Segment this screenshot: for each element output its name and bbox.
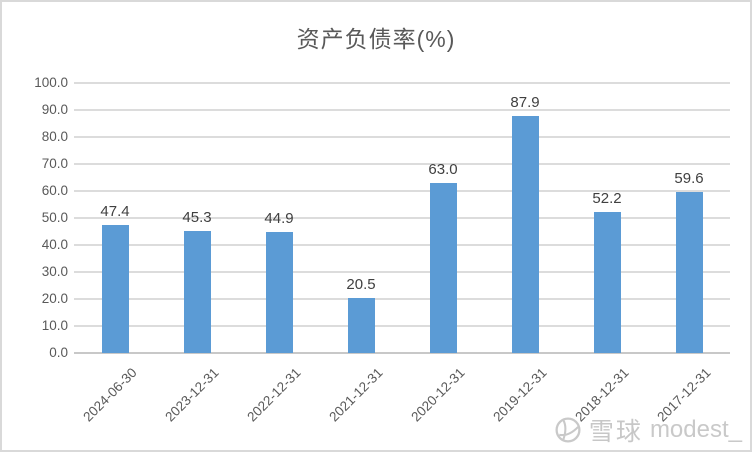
y-axis-tick-label: 20.0 <box>41 291 68 306</box>
chart-title: 资产负债率(%) <box>296 26 456 52</box>
bar-2022-12-31 <box>265 231 293 353</box>
data-label: 45.3 <box>182 208 212 226</box>
gridline <box>74 190 730 192</box>
y-axis-tick-label: 50.0 <box>41 210 68 225</box>
bar-2018-12-31 <box>593 212 621 353</box>
y-axis-tick-label: 10.0 <box>41 318 68 333</box>
data-label: 63.0 <box>428 160 458 178</box>
data-label: 59.6 <box>674 170 704 188</box>
bar-2020-12-31 <box>429 182 457 353</box>
gridline <box>74 109 730 111</box>
x-axis-tick-label: 2021-12-31 <box>326 365 386 425</box>
y-axis-tick-label: 90.0 <box>41 102 68 117</box>
x-axis-tick-label: 2022-12-31 <box>244 365 304 425</box>
y-axis-tick-label: 70.0 <box>41 156 68 171</box>
bar-2019-12-31 <box>511 115 539 353</box>
x-axis-tick-label: 2018-12-31 <box>572 365 632 425</box>
y-axis-tick-label: 80.0 <box>41 129 68 144</box>
gridline <box>74 217 730 219</box>
x-axis-tick-label: 2020-12-31 <box>408 365 468 425</box>
data-label: 47.4 <box>100 203 130 221</box>
y-axis-tick-label: 40.0 <box>41 237 68 252</box>
gridline <box>74 82 730 84</box>
gridline <box>74 163 730 165</box>
x-axis-tick-label: 2017-12-31 <box>654 365 714 425</box>
x-axis-tick-label: 2024-06-30 <box>80 365 140 425</box>
x-axis-tick-label: 2019-12-31 <box>490 365 550 425</box>
gridline <box>74 271 730 273</box>
data-label: 20.5 <box>346 275 376 293</box>
gridline <box>74 298 730 300</box>
data-label: 87.9 <box>510 93 540 111</box>
y-axis-tick-label: 100.0 <box>34 75 68 90</box>
x-axis-line <box>74 352 730 354</box>
data-label: 44.9 <box>264 209 294 227</box>
gridline <box>74 325 730 327</box>
bar-2024-06-30 <box>101 225 129 353</box>
x-axis-tick-label: 2023-12-31 <box>162 365 222 425</box>
bar-2023-12-31 <box>183 230 211 353</box>
gridline <box>74 244 730 246</box>
y-axis-tick-label: 30.0 <box>41 264 68 279</box>
bar-2017-12-31 <box>675 192 703 353</box>
y-axis-tick-label: 60.0 <box>41 183 68 198</box>
y-axis-tick-label: 0.0 <box>49 345 68 360</box>
gridline <box>74 136 730 138</box>
data-label: 52.2 <box>592 190 622 208</box>
bar-2021-12-31 <box>347 297 375 353</box>
